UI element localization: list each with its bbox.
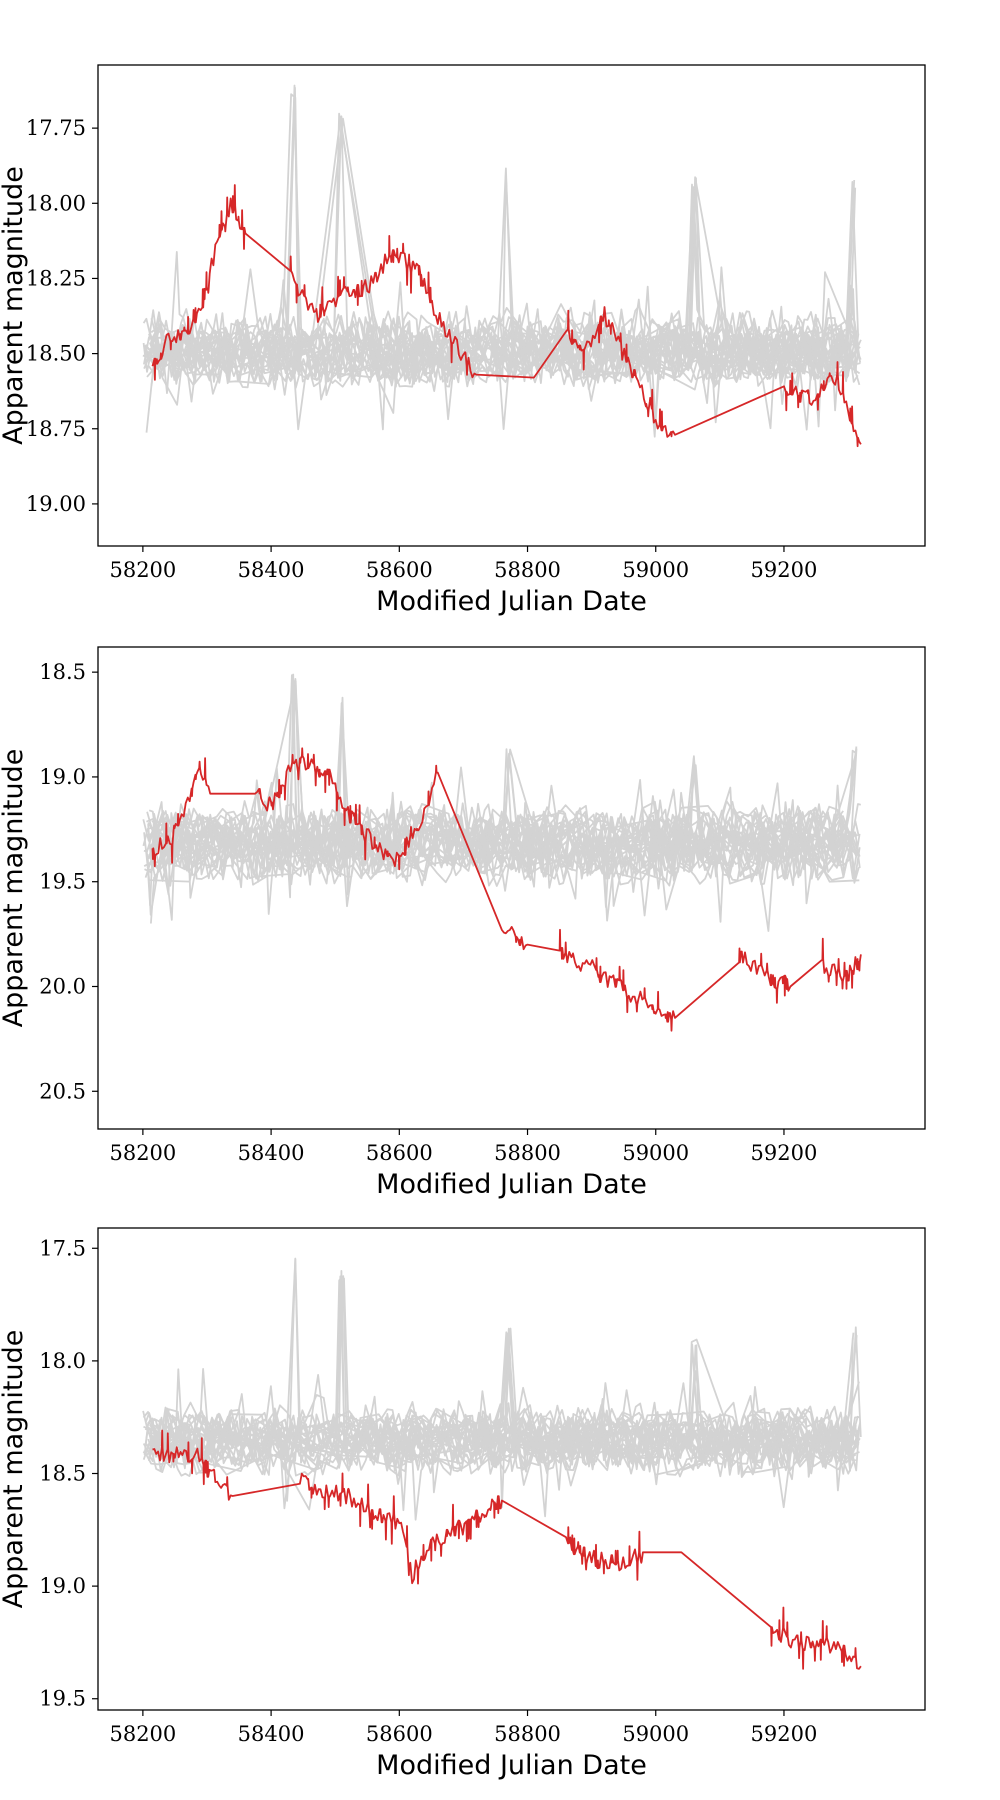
y-tick-label: 18.50 — [26, 342, 86, 366]
y-tick-label: 18.25 — [26, 266, 86, 290]
background-light-curve — [147, 1386, 856, 1494]
x-tick-label: 58800 — [494, 558, 561, 582]
y-tick-label: 17.75 — [26, 116, 86, 140]
x-tick-label: 58800 — [494, 1722, 561, 1746]
y-tick-label: 18.0 — [39, 1349, 86, 1373]
y-tick-label: 19.00 — [26, 492, 86, 516]
x-tick-label: 58600 — [366, 1722, 433, 1746]
plot-area — [142, 84, 862, 448]
x-tick-label: 59000 — [622, 1722, 689, 1746]
x-tick-label: 59000 — [622, 1141, 689, 1165]
x-tick-label: 58800 — [494, 1141, 561, 1165]
background-light-curve — [151, 1407, 861, 1512]
highlight-light-curve — [151, 184, 862, 448]
y-tick-label: 19.0 — [39, 1574, 86, 1598]
y-axis-label: Apparent magnitude — [0, 166, 29, 445]
x-tick-label: 58200 — [109, 1722, 176, 1746]
x-tick-label: 59200 — [751, 558, 818, 582]
axes-frame — [97, 1227, 926, 1711]
chart-panel-1: 58200 58400 58600 58800 59000 59200 17.75 18.00… — [0, 64, 926, 617]
background-light-curve — [147, 315, 857, 396]
y-tick-label: 18.5 — [39, 660, 86, 684]
background-light-curve — [150, 325, 861, 431]
x-tick-label: 58400 — [238, 1141, 305, 1165]
y-tick-label: 17.5 — [39, 1236, 86, 1260]
x-axis-label: Modified Julian Date — [376, 586, 647, 617]
background-light-curve — [142, 1386, 859, 1455]
y-tick-label: 19.5 — [39, 870, 86, 894]
background-light-curve — [145, 1381, 860, 1449]
axes-frame — [97, 64, 926, 547]
highlight-light-curve — [151, 747, 862, 1032]
chart-panel-2: 58200 58400 58600 58800 59000 59200 18.5 19.0 19… — [0, 646, 926, 1200]
x-tick-label: 58600 — [366, 558, 433, 582]
x-tick-label: 59000 — [622, 558, 689, 582]
x-tick-label: 58200 — [109, 1141, 176, 1165]
highlight-light-curve — [152, 1429, 862, 1670]
y-tick-label: 18.00 — [26, 191, 86, 215]
background-light-curve — [148, 1385, 860, 1470]
y-tick-label: 18.75 — [26, 417, 86, 441]
plot-area — [142, 673, 862, 1032]
background-light-curve — [147, 673, 858, 899]
axes-frame — [97, 646, 926, 1130]
x-tick-label: 58200 — [109, 558, 176, 582]
chart-panel-3: 58200 58400 58600 58800 59000 59200 17.5 18.0 18… — [0, 1227, 926, 1781]
background-light-curve — [151, 766, 838, 871]
y-axis-label: Apparent magnitude — [0, 749, 29, 1028]
y-tick-label: 20.0 — [39, 974, 86, 998]
x-tick-label: 58600 — [366, 1141, 433, 1165]
plot-area — [142, 1257, 862, 1670]
background-light-curve — [150, 1430, 855, 1518]
y-axis-label: Apparent magnitude — [0, 1330, 29, 1609]
y-tick-label: 18.5 — [39, 1462, 86, 1486]
x-tick-label: 58400 — [238, 558, 305, 582]
y-tick-label: 20.5 — [39, 1079, 86, 1103]
x-axis-label: Modified Julian Date — [376, 1750, 647, 1781]
x-tick-label: 59200 — [751, 1141, 818, 1165]
x-tick-label: 58400 — [238, 1722, 305, 1746]
background-light-curve — [150, 93, 859, 412]
background-light-curve — [146, 786, 860, 896]
y-tick-label: 19.5 — [39, 1687, 86, 1711]
x-tick-label: 59200 — [751, 1722, 818, 1746]
background-light-curve — [147, 1270, 854, 1502]
y-tick-label: 19.0 — [39, 765, 86, 789]
x-axis-label: Modified Julian Date — [376, 1169, 647, 1200]
